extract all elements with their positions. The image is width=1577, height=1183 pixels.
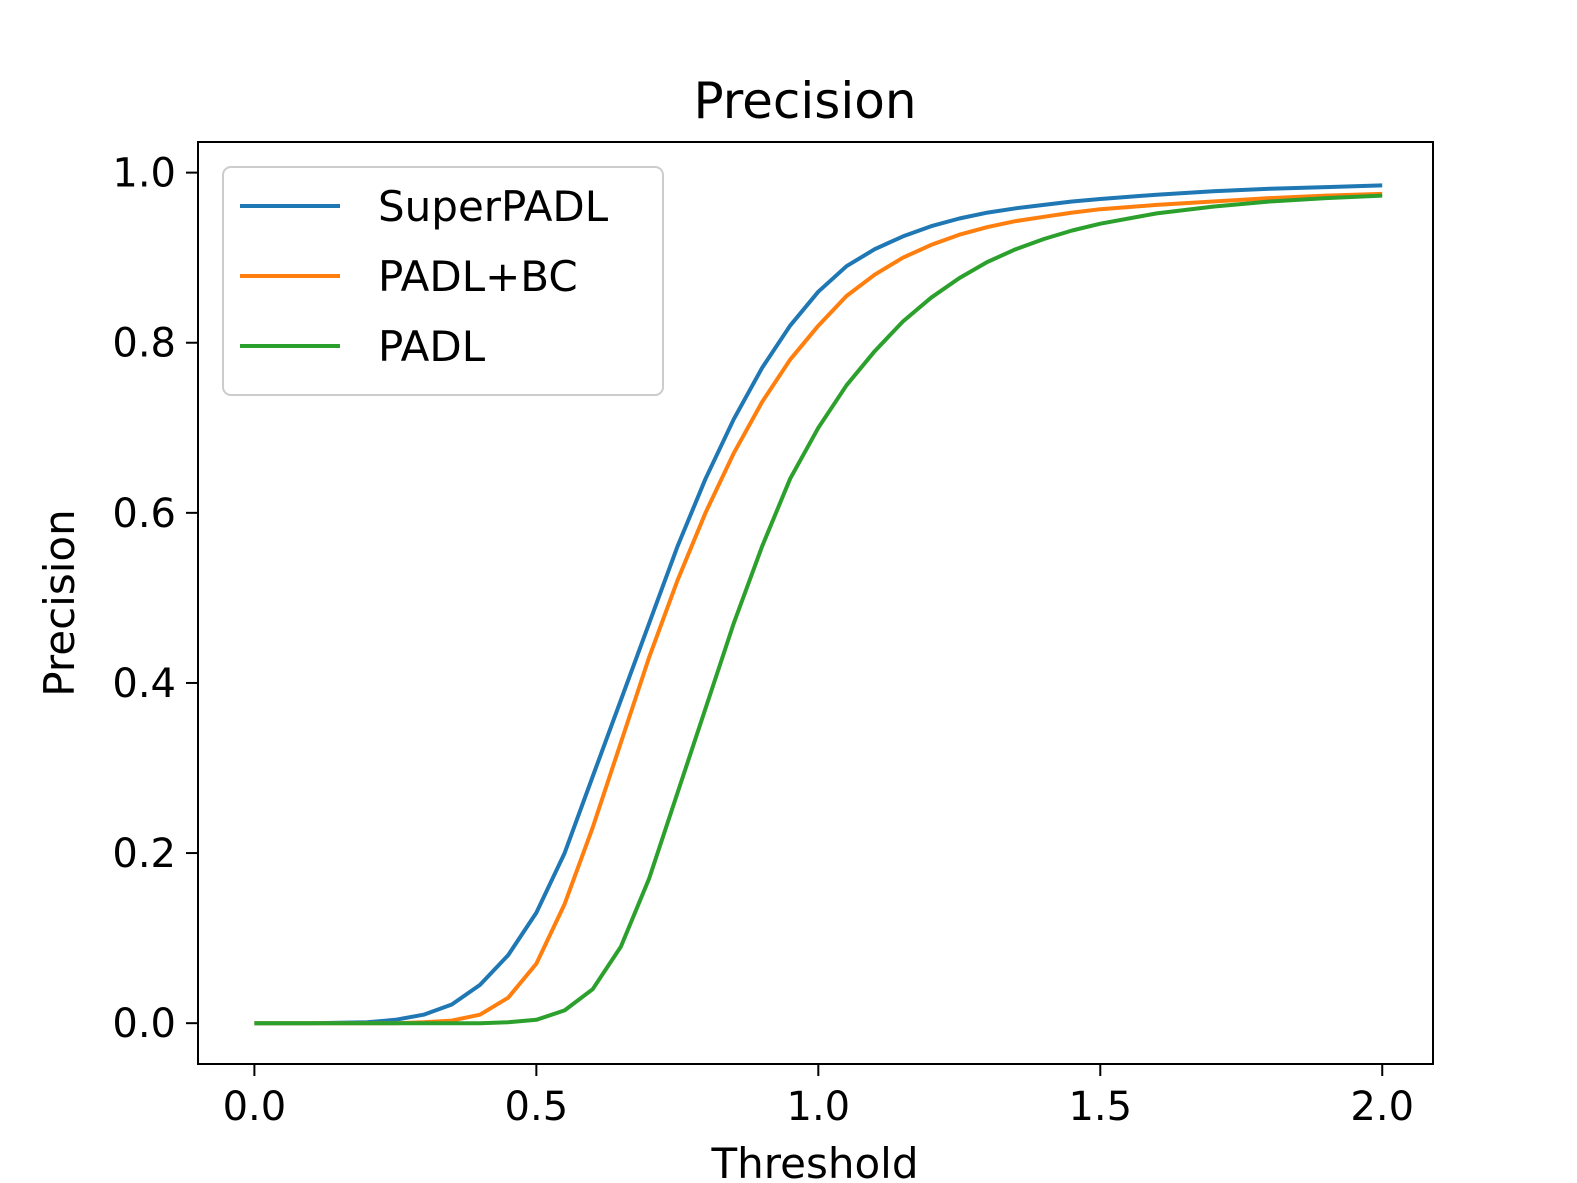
- y-axis-label: Precision: [35, 509, 84, 696]
- x-tick-label: 0.0: [223, 1084, 287, 1130]
- x-tick-label: 0.5: [505, 1084, 569, 1130]
- x-tick-label: 2.0: [1350, 1084, 1414, 1130]
- x-axis: 0.0 0.5 1.0 1.5 2.0: [223, 1064, 1414, 1130]
- y-tick-label: 1.0: [112, 151, 176, 197]
- y-tick-label: 0.6: [112, 491, 176, 537]
- legend-label: PADL: [378, 322, 486, 371]
- y-tick-label: 0.2: [112, 831, 176, 877]
- legend-box: [222, 166, 664, 396]
- series-line-3: [254, 193, 1383, 1026]
- x-tick-label: 1.0: [787, 1084, 851, 1130]
- y-tick-label: 0.4: [112, 661, 176, 707]
- plot-frame: [197, 141, 1434, 1065]
- series-layer: [254, 183, 1383, 1026]
- y-tick-label: 0.8: [112, 321, 176, 367]
- chart-title: Precision: [693, 72, 916, 130]
- series-line-1: [254, 183, 1383, 1026]
- x-axis-label: Threshold: [711, 1139, 919, 1183]
- legend: SuperPADL PADL+BC PADL: [222, 166, 664, 396]
- legend-label: SuperPADL: [378, 182, 609, 231]
- series-line-2: [254, 191, 1383, 1026]
- legend-items: SuperPADL PADL+BC PADL: [240, 182, 609, 371]
- legend-label: PADL+BC: [378, 252, 578, 301]
- y-axis: 0.0 0.2 0.4 0.6 0.8 1.0: [112, 151, 198, 1047]
- y-tick-label: 0.0: [112, 1001, 176, 1047]
- x-tick-label: 1.5: [1068, 1084, 1132, 1130]
